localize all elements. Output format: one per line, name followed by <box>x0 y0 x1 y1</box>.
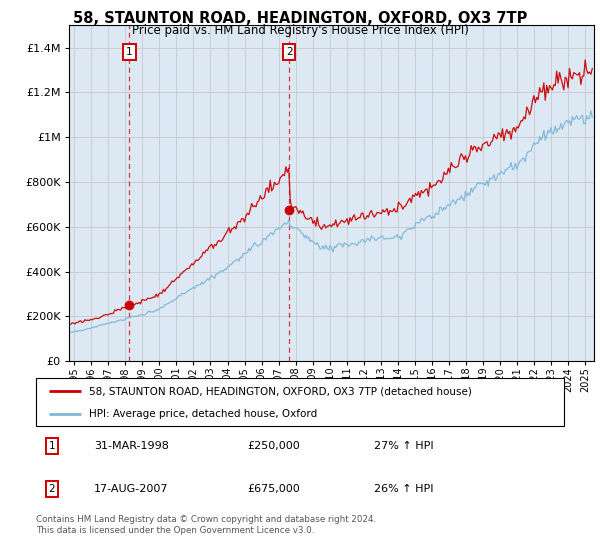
Text: HPI: Average price, detached house, Oxford: HPI: Average price, detached house, Oxfo… <box>89 409 317 419</box>
Text: 1: 1 <box>49 441 55 451</box>
Text: Contains HM Land Registry data © Crown copyright and database right 2024.
This d: Contains HM Land Registry data © Crown c… <box>36 515 376 535</box>
FancyBboxPatch shape <box>36 378 564 426</box>
Text: 31-MAR-1998: 31-MAR-1998 <box>94 441 169 451</box>
Text: 58, STAUNTON ROAD, HEADINGTON, OXFORD, OX3 7TP: 58, STAUNTON ROAD, HEADINGTON, OXFORD, O… <box>73 11 527 26</box>
Text: £675,000: £675,000 <box>247 484 300 494</box>
Text: 26% ↑ HPI: 26% ↑ HPI <box>374 484 433 494</box>
Text: £250,000: £250,000 <box>247 441 300 451</box>
Text: Price paid vs. HM Land Registry's House Price Index (HPI): Price paid vs. HM Land Registry's House … <box>131 24 469 37</box>
Text: 17-AUG-2007: 17-AUG-2007 <box>94 484 169 494</box>
Text: 27% ↑ HPI: 27% ↑ HPI <box>374 441 434 451</box>
Text: 58, STAUNTON ROAD, HEADINGTON, OXFORD, OX3 7TP (detached house): 58, STAUNTON ROAD, HEADINGTON, OXFORD, O… <box>89 386 472 396</box>
Text: 1: 1 <box>126 47 133 57</box>
Text: 2: 2 <box>286 47 293 57</box>
Text: 2: 2 <box>49 484 55 494</box>
